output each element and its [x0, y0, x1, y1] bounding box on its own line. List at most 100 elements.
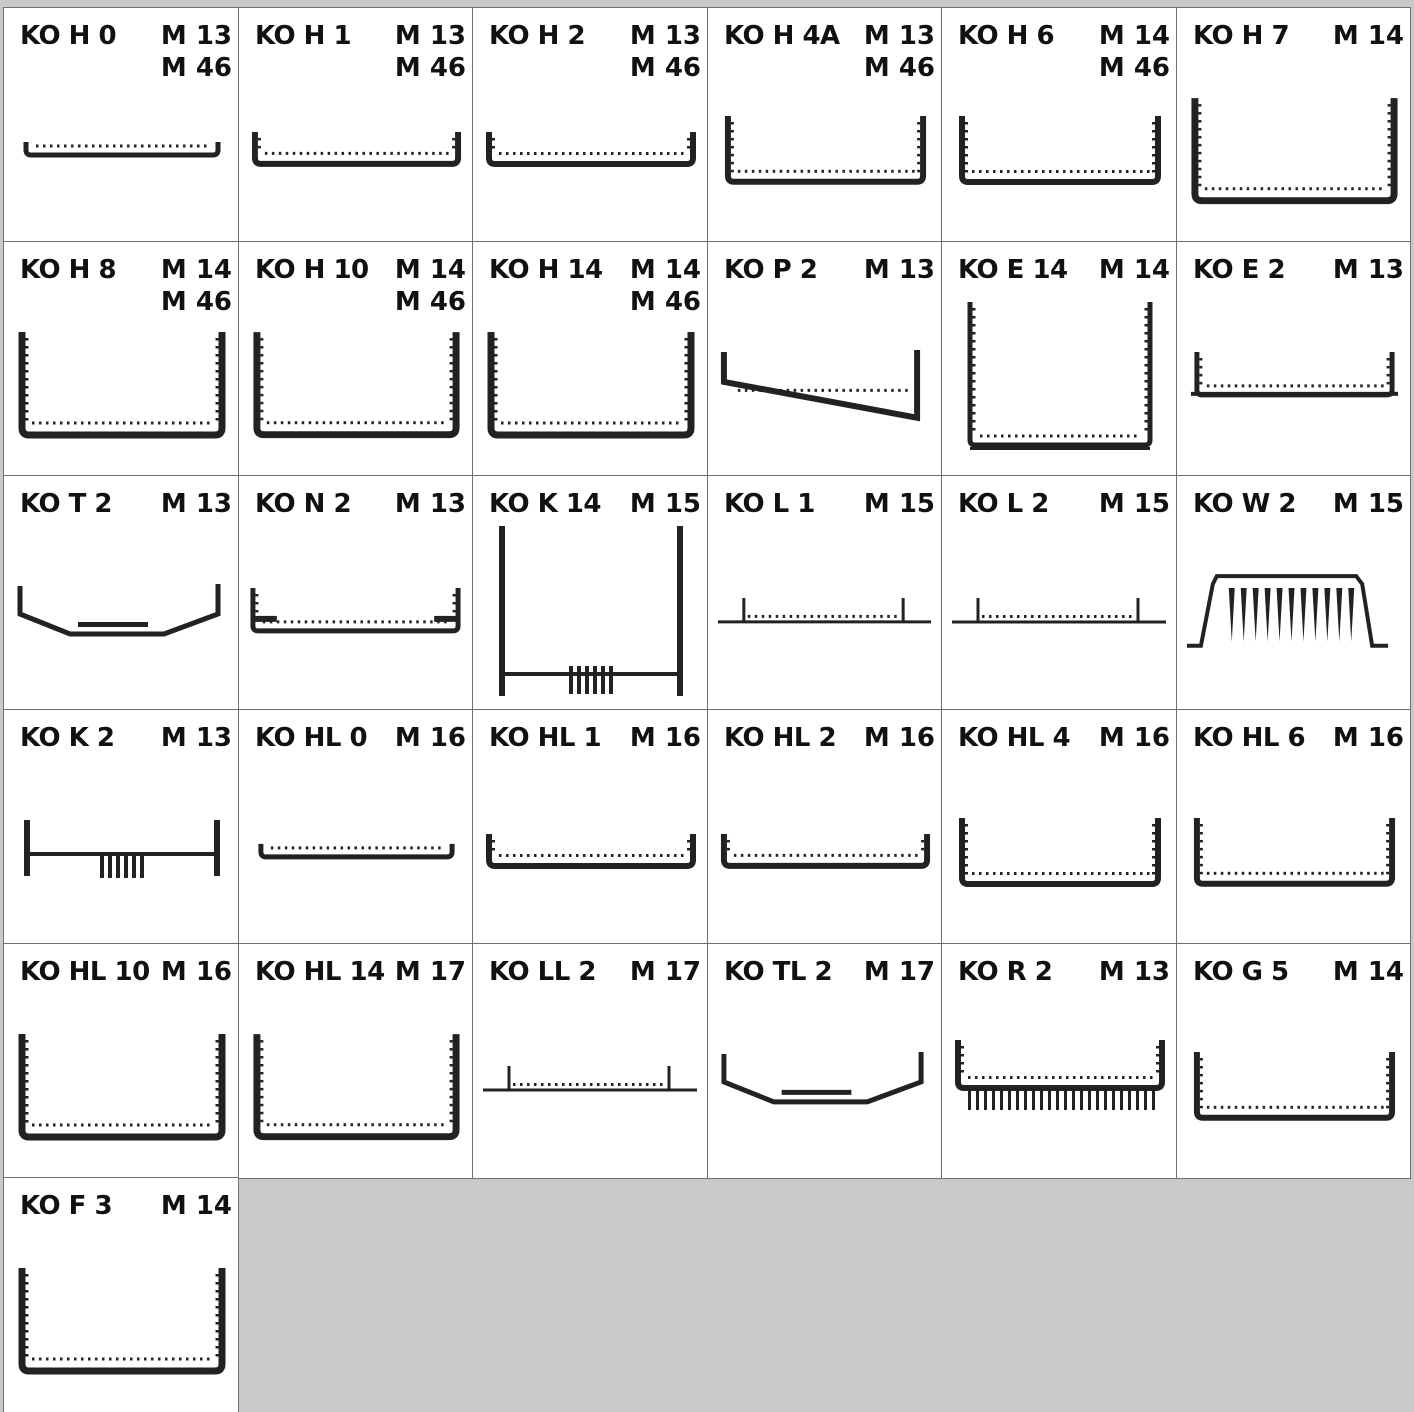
profile-codes: M 13 [864, 254, 935, 286]
shallow-u-profile-icon [720, 833, 931, 869]
profile-cell: KO H 6 M 14 M 46 [942, 8, 1176, 242]
profile-cell: KO H 4A M 13 M 46 [708, 8, 941, 242]
deep-u-profile-icon [253, 332, 460, 439]
profile-code: M 15 [1332, 489, 1404, 519]
profile-cell: KO L 2 M 15 [942, 476, 1176, 710]
profile-code: M 17 [629, 957, 701, 987]
trapezoid-profile-icon [17, 584, 221, 637]
deep-u-feet-profile-icon [967, 302, 1153, 450]
profile-code: M 13 [1098, 957, 1170, 987]
profile-code: M 15 [863, 489, 935, 519]
profile-cell: KO TL 2 M 17 [708, 944, 941, 1178]
profile-codes: M 16 [161, 956, 232, 988]
profile-name: KO L 1 [724, 489, 815, 519]
profile-cell: KO HL 14 M 17 [239, 944, 472, 1178]
profile-cell: KO N 2 M 13 [239, 476, 472, 710]
profile-codes: M 16 [1333, 722, 1404, 754]
profile-cell: KO W 2 M 15 [1177, 476, 1410, 710]
profile-code: M 13 [1332, 255, 1404, 285]
profile-codes: M 15 [1099, 488, 1170, 520]
profile-cell: KO H 1 M 13 M 46 [239, 8, 472, 242]
profile-codes: M 16 [630, 722, 701, 754]
profile-name: KO K 2 [20, 723, 115, 753]
profile-code: M 16 [863, 723, 935, 753]
profile-codes: M 17 [395, 956, 466, 988]
profile-code: M 13 [629, 21, 701, 51]
profile-name: KO H 10 [255, 255, 369, 285]
profile-name: KO H 7 [1193, 21, 1290, 51]
profile-code: M 17 [863, 957, 935, 987]
shallow-u-feet-profile-icon [1190, 352, 1399, 398]
profile-code: M 14 [1332, 957, 1404, 987]
profile-cell: KO R 2 M 13 [942, 944, 1176, 1178]
u-profile-icon [1193, 818, 1396, 887]
shallow-u-profile-icon [486, 834, 696, 869]
deep-u-profile-icon [18, 1268, 226, 1375]
profile-code: M 46 [1098, 53, 1170, 83]
profile-codes: M 14 M 46 [395, 254, 466, 318]
u-profile-icon [724, 116, 927, 185]
deep-u-profile-icon [1191, 98, 1398, 205]
profile-cell: KO LL 2 M 17 [473, 944, 707, 1178]
profile-code: M 46 [629, 53, 701, 83]
profile-name: KO P 2 [724, 255, 818, 285]
profile-code: M 46 [394, 287, 466, 317]
profile-cell: KO H 14 M 14 M 46 [473, 242, 707, 476]
profile-codes: M 14 M 46 [161, 254, 232, 318]
profile-code: M 13 [863, 21, 935, 51]
profile-cell: KO HL 2 M 16 [708, 710, 941, 944]
profile-name: KO H 2 [489, 21, 586, 51]
deep-u-profile-icon [18, 332, 226, 439]
u-profile-icon [959, 818, 1161, 887]
profile-cell: KO K 14 M 15 [473, 476, 707, 710]
profile-cell: KO L 1 M 15 [708, 476, 941, 710]
profile-codes: M 14 [1333, 956, 1404, 988]
profile-code: M 16 [160, 957, 232, 987]
ribbed-u-profile-icon [955, 1040, 1165, 1110]
shallow-u-profile-icon [486, 132, 696, 167]
profile-name: KO HL 10 [20, 957, 150, 987]
profile-name: KO HL 2 [724, 723, 837, 753]
profile-code: M 15 [629, 489, 701, 519]
profile-codes: M 13 M 46 [395, 20, 466, 84]
profile-name: KO W 2 [1193, 489, 1296, 519]
profile-cell: KO HL 10 M 16 [4, 944, 238, 1178]
profile-codes: M 15 [630, 488, 701, 520]
profile-cell: KO P 2 M 13 [708, 242, 941, 476]
shallow-u-profile-icon [251, 131, 462, 167]
profile-codes: M 14 [1099, 254, 1170, 286]
profile-codes: M 16 [864, 722, 935, 754]
profile-cell: KO F 3 M 14 [4, 1178, 238, 1412]
profile-code: M 13 [394, 21, 466, 51]
profile-name: KO H 6 [958, 21, 1055, 51]
profile-codes: M 15 [1333, 488, 1404, 520]
profile-code: M 46 [629, 287, 701, 317]
profile-cell: KO H 0 M 13 M 46 [4, 8, 238, 242]
profile-code: M 14 [1332, 21, 1404, 51]
profile-codes: M 16 [395, 722, 466, 754]
deep-u-profile-icon [253, 1034, 460, 1141]
profile-code: M 16 [1098, 723, 1170, 753]
profile-cell: KO K 2 M 13 [4, 710, 238, 944]
profile-cell: KO T 2 M 13 [4, 476, 238, 710]
profile-code: M 46 [160, 53, 232, 83]
finned-bridge-profile-icon [1186, 574, 1389, 648]
profile-code: M 13 [394, 489, 466, 519]
profile-name: KO L 2 [958, 489, 1049, 519]
notched-profile-icon [250, 588, 461, 634]
profile-codes: M 13 M 46 [864, 20, 935, 84]
profile-code: M 14 [1098, 255, 1170, 285]
profile-cell: KO G 5 M 14 [1177, 944, 1410, 1178]
profile-cell: KO HL 1 M 16 [473, 710, 707, 944]
profile-codes: M 13 [395, 488, 466, 520]
heatsink-profile-icon [24, 820, 220, 878]
profile-name: KO HL 1 [489, 723, 602, 753]
profile-name: KO H 4A [724, 21, 840, 51]
trapezoid-profile-icon [721, 1052, 924, 1105]
profile-codes: M 14 [161, 1190, 232, 1222]
sloped-profile-icon [720, 350, 921, 422]
deep-u-profile-icon [487, 332, 695, 439]
u-profile-icon [1193, 1052, 1396, 1121]
profile-code: M 13 [160, 723, 232, 753]
